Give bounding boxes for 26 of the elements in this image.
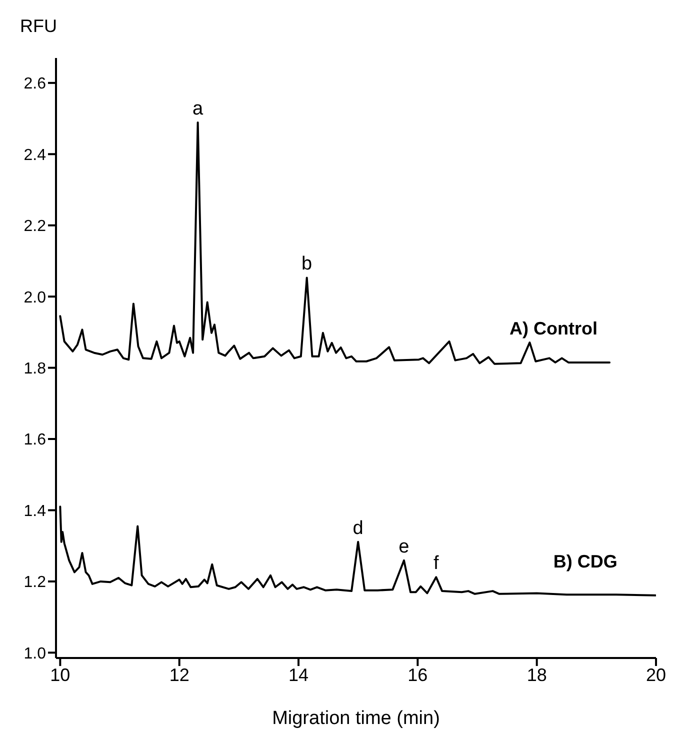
y-tick-label: 2.6 (24, 76, 46, 93)
y-tick-label: 2.2 (24, 218, 46, 236)
x-axis-title: Migration time (min) (272, 708, 440, 729)
y-tick-label: 1.4 (24, 502, 46, 520)
x-tick-label: 20 (646, 664, 666, 685)
y-tick-label: 1.6 (24, 432, 46, 449)
x-tick-label: 16 (408, 664, 428, 685)
y-tick-label: 1.8 (24, 360, 46, 378)
line-series (59, 506, 656, 596)
y-tick-label: 1.0 (24, 645, 46, 662)
x-tick-label: 14 (288, 664, 309, 685)
annotation: f (434, 553, 440, 574)
line-series (59, 121, 611, 365)
y-axis-title: RFU (20, 16, 57, 37)
y-tick-label: 2.0 (24, 289, 46, 306)
series-label: A) Control (510, 318, 598, 338)
annotation: a (192, 98, 204, 120)
annotation: b (302, 254, 312, 275)
y-tick-label: 2.4 (24, 146, 46, 164)
x-tick-label: 18 (526, 664, 547, 685)
y-tick-label: 1.2 (24, 574, 46, 592)
annotation: d (352, 518, 364, 539)
x-tick-label: 10 (50, 664, 70, 685)
series-label: B) CDG (553, 551, 618, 572)
annotation: e (398, 536, 410, 558)
x-tick-label: 12 (169, 664, 190, 685)
